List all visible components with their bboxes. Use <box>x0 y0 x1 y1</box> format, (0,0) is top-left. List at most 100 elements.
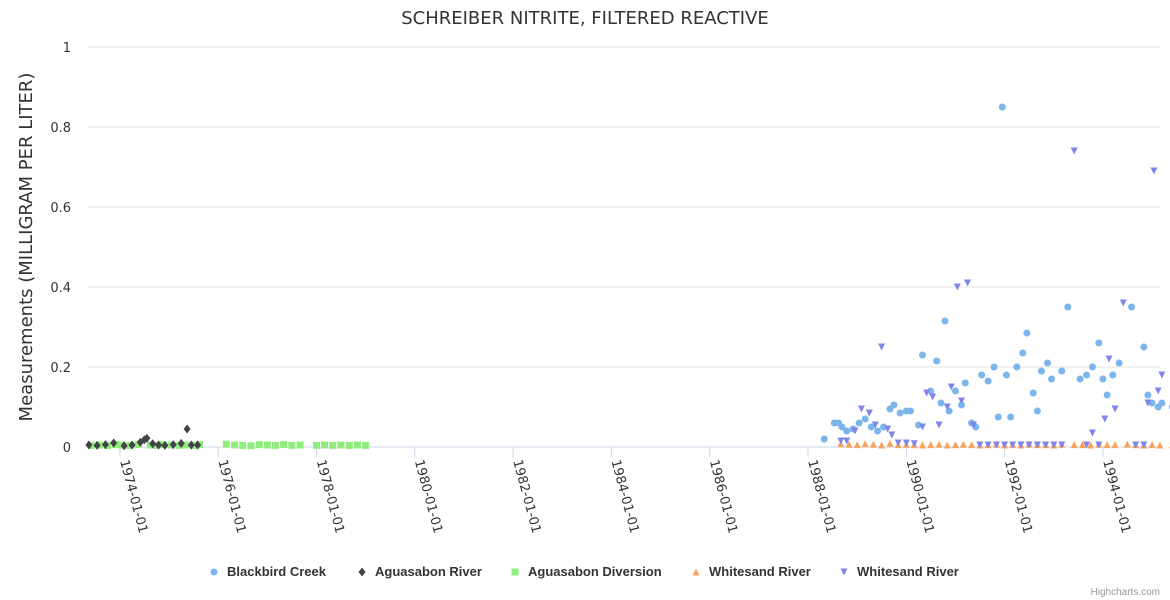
legend-marker-icon <box>511 568 519 576</box>
data-point <box>1007 413 1015 421</box>
data-point <box>1154 387 1162 395</box>
data-point <box>110 438 118 448</box>
data-point <box>941 317 949 325</box>
data-point <box>990 363 998 371</box>
data-point <box>1088 363 1096 371</box>
data-point <box>1083 441 1091 449</box>
data-point <box>1144 391 1152 399</box>
data-point <box>1019 349 1027 357</box>
data-point <box>961 379 969 387</box>
legend-item[interactable]: Whitesand River <box>692 564 811 579</box>
data-point <box>1140 441 1148 449</box>
data-point <box>878 343 886 351</box>
data-point <box>1127 303 1135 311</box>
data-point <box>1058 367 1066 375</box>
data-point <box>1132 441 1140 449</box>
data-point <box>183 424 191 434</box>
data-point <box>1070 441 1078 449</box>
data-point <box>247 442 255 450</box>
data-point <box>918 441 926 449</box>
data-point <box>155 440 163 450</box>
legend-item[interactable]: Aguasabon Diversion <box>511 564 662 579</box>
legend-marker-icon <box>840 568 848 576</box>
credits-link[interactable]: Highcharts.com <box>1091 587 1160 598</box>
data-point <box>1158 399 1166 407</box>
data-point <box>1070 147 1078 155</box>
data-point <box>958 401 966 409</box>
data-point <box>837 437 845 445</box>
data-point <box>855 419 863 427</box>
data-point <box>1009 441 1017 449</box>
legend-label: Blackbird Creek <box>227 564 327 579</box>
data-point <box>1017 441 1025 449</box>
data-point <box>353 441 361 449</box>
data-point <box>345 441 353 449</box>
data-point <box>1148 441 1156 449</box>
data-point <box>918 351 926 359</box>
data-point <box>884 425 892 433</box>
data-point <box>923 389 931 397</box>
data-point <box>861 440 869 448</box>
data-point <box>1140 343 1148 351</box>
data-point <box>959 440 967 448</box>
legend: Blackbird Creek Aguasabon River Aguasabon … <box>210 564 959 579</box>
series-whitesand-river <box>837 147 1166 449</box>
data-point <box>120 441 128 451</box>
data-point <box>1050 441 1058 449</box>
series-aguasabon-river <box>85 424 202 451</box>
legend-item[interactable]: Aguasabon River <box>358 564 482 579</box>
data-point <box>907 407 915 415</box>
data-point <box>255 441 263 449</box>
data-point <box>1058 441 1066 449</box>
data-point <box>894 439 902 447</box>
data-point <box>992 441 1000 449</box>
y-axis-label: Measurements (MILLIGRAM PER LITER) <box>16 73 37 422</box>
data-point <box>867 423 875 431</box>
data-point <box>321 441 329 449</box>
y-tick-label: 1 <box>63 41 71 56</box>
plot-points <box>85 103 1170 451</box>
legend-marker-icon <box>358 567 366 577</box>
data-point <box>1111 405 1119 413</box>
data-point <box>845 440 853 448</box>
data-point <box>313 441 321 449</box>
data-point <box>871 421 879 429</box>
data-point <box>947 383 955 391</box>
legend-label: Aguasabon River <box>375 564 482 579</box>
data-point <box>998 103 1006 111</box>
chart-title: SCHREIBER NITRITE, FILTERED REACTIVE <box>401 8 769 29</box>
data-point <box>933 357 941 365</box>
data-point <box>857 405 865 413</box>
legend-item[interactable]: Blackbird Creek <box>210 564 327 579</box>
data-point <box>1087 441 1095 449</box>
data-point <box>337 441 345 449</box>
data-point <box>1150 167 1158 175</box>
y-tick-label: 0.2 <box>50 361 71 376</box>
data-point <box>1144 399 1152 407</box>
data-point <box>1037 367 1045 375</box>
data-point <box>288 441 296 449</box>
data-point <box>85 440 93 450</box>
data-point <box>1101 415 1109 423</box>
data-point <box>101 440 109 450</box>
data-point <box>239 441 247 449</box>
data-point <box>969 421 977 429</box>
data-point <box>910 440 918 448</box>
legend-marker-icon <box>692 568 700 576</box>
y-tick-label: 0.6 <box>50 201 71 216</box>
legend-label: Aguasabon Diversion <box>528 564 662 579</box>
data-point <box>978 371 986 379</box>
data-point <box>888 431 896 439</box>
legend-item[interactable]: Whitesand River <box>840 564 959 579</box>
data-point <box>951 387 959 395</box>
data-point <box>968 441 976 449</box>
data-point <box>918 423 926 431</box>
data-point <box>161 440 169 450</box>
data-point <box>175 441 183 449</box>
data-point <box>958 397 966 405</box>
data-point <box>984 377 992 385</box>
data-point <box>187 440 195 450</box>
data-point <box>929 393 937 401</box>
data-point <box>149 439 157 449</box>
data-point <box>896 409 904 417</box>
